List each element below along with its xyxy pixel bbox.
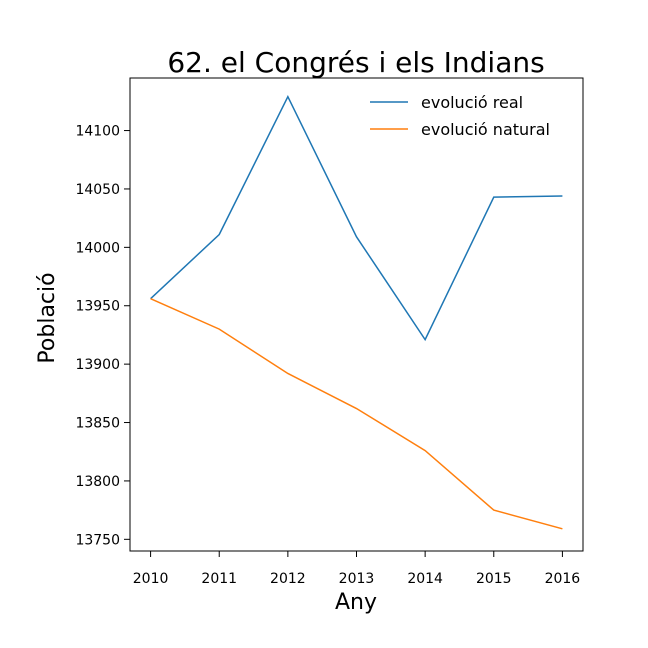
y-tick-label: 13750 — [75, 532, 120, 548]
x-tick-label: 2013 — [339, 571, 375, 587]
x-axis-label: Any — [335, 590, 377, 615]
chart-title: 62. el Congrés i els Indians — [167, 46, 544, 79]
series-line-natural — [150, 298, 563, 530]
x-tick-label: 2015 — [476, 571, 512, 587]
x-axis: 2010 2011 2012 2013 2014 2015 2016 — [133, 551, 581, 587]
x-tick-label: 2014 — [407, 571, 443, 587]
x-tick-label: 2010 — [133, 571, 169, 587]
legend: evolució real evolució natural — [370, 93, 550, 139]
y-axis-label: Població — [35, 272, 60, 363]
x-tick-label: 2012 — [270, 571, 306, 587]
y-tick-label: 13900 — [75, 357, 120, 373]
y-axis: 13750 13800 13850 13900 13950 14000 14050 14100 — [75, 124, 130, 548]
y-tick-label: 13950 — [75, 299, 120, 315]
series-layer — [150, 94, 563, 530]
y-tick-label: 14000 — [75, 240, 120, 256]
legend-label: evolució real — [421, 93, 523, 112]
y-tick-label: 14050 — [75, 182, 120, 198]
y-tick-label: 14100 — [75, 124, 120, 140]
x-tick-label: 2011 — [201, 571, 237, 587]
series-line-real — [150, 94, 563, 342]
y-tick-label: 13850 — [75, 416, 120, 432]
legend-label: evolució natural — [421, 120, 550, 139]
x-tick-label: 2016 — [545, 571, 581, 587]
y-tick-label: 13800 — [75, 474, 120, 490]
plot-frame — [129, 77, 584, 552]
